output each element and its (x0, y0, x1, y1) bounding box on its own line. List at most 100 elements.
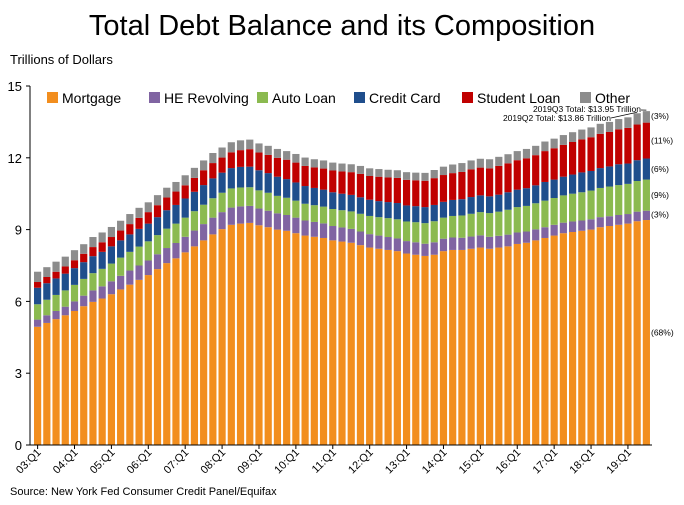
bar-student-loan-10-Q4 (319, 168, 328, 190)
bar-other-10-Q3 (310, 159, 318, 168)
bar-credit-card-11-Q4 (356, 197, 365, 214)
bar-other-18-Q4 (615, 119, 623, 130)
bar-mortgage-03-Q2 (43, 322, 51, 445)
bar-credit-card-06-Q2 (153, 217, 162, 236)
bar-credit-card-17-Q3 (569, 174, 577, 194)
bar-mortgage-16-Q1 (513, 243, 521, 445)
bar-credit-card-13-Q4 (430, 204, 438, 222)
bar-student-loan-05-Q3 (126, 224, 134, 235)
bar-mortgage-15-Q4 (504, 246, 512, 445)
bar-mortgage-18-Q2 (596, 227, 604, 445)
chart-title: Total Debt Balance and its Composition (88, 10, 596, 42)
bar-other-04-Q3 (89, 237, 97, 248)
bar-student-loan-05-Q2 (117, 230, 125, 241)
bar-auto-loan-06-Q2 (153, 235, 162, 255)
bar-credit-card-05-Q3 (126, 234, 134, 252)
bar-mortgage-13-Q1 (402, 253, 411, 445)
bar-student-loan-17-Q2 (559, 144, 567, 177)
bar-student-loan-07-Q1 (181, 185, 189, 199)
bar-credit-card-04-Q2 (80, 262, 88, 279)
bar-credit-card-09-Q3 (273, 176, 282, 196)
x-tick-label: 14:Q1 (420, 447, 450, 477)
bar-he-revolving-09-Q4 (283, 215, 291, 231)
bar-he-revolving-09-Q1 (255, 208, 263, 226)
legend: Mortgage HE Revolving Auto Loan Credit Card… (47, 90, 630, 106)
bar-student-loan-03-Q2 (43, 276, 51, 284)
bar-other-15-Q1 (476, 158, 484, 168)
bar-credit-card-12-Q1 (366, 199, 374, 216)
bar-he-revolving-12-Q1 (366, 234, 374, 248)
bar-other-14-Q4 (467, 160, 475, 170)
bar-he-revolving-03-Q4 (61, 306, 69, 316)
bar-mortgage-04-Q1 (70, 310, 79, 445)
bar-other-05-Q1 (107, 226, 115, 238)
bar-other-07-Q1 (181, 175, 189, 186)
bar-auto-loan-08-Q4 (246, 187, 254, 206)
bar-mortgage-16-Q3 (532, 240, 540, 445)
bar-student-loan-16-Q2 (522, 158, 531, 189)
bar-he-revolving-03-Q1 (34, 319, 42, 327)
bar-credit-card-05-Q2 (117, 240, 125, 258)
bar-credit-card-14-Q2 (449, 199, 457, 216)
bar-other-10-Q4 (319, 160, 328, 169)
bar-auto-loan-14-Q3 (458, 215, 466, 238)
bar-he-revolving-16-Q3 (532, 229, 540, 241)
bar-student-loan-03-Q1 (34, 282, 42, 288)
bar-credit-card-16-Q2 (522, 188, 531, 206)
bar-student-loan-03-Q3 (52, 271, 60, 279)
bar-other-17-Q4 (578, 129, 586, 140)
bar-student-loan-03-Q4 (61, 266, 69, 274)
legend-label-he-revolving: HE Revolving (164, 90, 249, 106)
bar-credit-card-09-Q2 (264, 173, 272, 193)
bar-he-revolving-10-Q4 (319, 223, 328, 238)
bar-other-13-Q4 (430, 170, 438, 179)
bar-other-15-Q4 (504, 154, 512, 164)
bar-other-17-Q3 (569, 132, 577, 142)
bar-he-revolving-03-Q2 (43, 315, 51, 323)
bar-mortgage-13-Q4 (430, 254, 438, 445)
bar-other-12-Q2 (375, 169, 383, 177)
bar-student-loan-19-Q3 (642, 122, 650, 159)
bar-other-07-Q4 (209, 153, 217, 164)
bar-mortgage-14-Q4 (467, 248, 475, 445)
bar-other-19-Q2 (633, 113, 641, 125)
bar-he-revolving-13-Q1 (402, 241, 411, 254)
bar-mortgage-11-Q4 (356, 245, 365, 445)
legend-swatch-other (580, 92, 591, 103)
bar-other-11-Q4 (356, 165, 365, 174)
bar-credit-card-12-Q4 (393, 203, 401, 220)
bar-credit-card-18-Q3 (605, 166, 614, 187)
bar-he-revolving-11-Q2 (338, 227, 346, 242)
bar-credit-card-19-Q3 (642, 158, 650, 180)
bar-he-revolving-05-Q3 (126, 270, 134, 285)
bar-student-loan-18-Q1 (587, 137, 595, 171)
bar-mortgage-06-Q3 (163, 263, 171, 445)
bar-credit-card-17-Q2 (559, 176, 567, 196)
bar-student-loan-15-Q4 (504, 163, 512, 193)
bar-student-loan-14-Q4 (467, 169, 475, 198)
bar-credit-card-19-Q2 (633, 160, 641, 182)
bar-credit-card-07-Q4 (209, 178, 217, 199)
bar-mortgage-09-Q3 (273, 229, 282, 445)
bar-auto-loan-19-Q2 (633, 181, 641, 212)
x-tick-label: 18:Q1 (567, 447, 597, 477)
bar-student-loan-16-Q1 (513, 160, 521, 190)
bar-he-revolving-08-Q2 (227, 207, 235, 225)
bar-he-revolving-14-Q2 (449, 237, 457, 250)
bar-auto-loan-05-Q4 (135, 246, 143, 266)
bar-other-05-Q2 (117, 220, 125, 231)
bar-student-loan-06-Q1 (144, 212, 152, 224)
bar-he-revolving-10-Q2 (301, 220, 309, 236)
bar-student-loan-17-Q3 (569, 142, 577, 175)
bar-mortgage-14-Q3 (458, 249, 466, 445)
bar-mortgage-10-Q2 (301, 235, 309, 445)
bar-student-loan-08-Q4 (246, 149, 254, 167)
bar-he-revolving-13-Q3 (421, 243, 429, 256)
bar-he-revolving-04-Q1 (70, 301, 79, 311)
bar-he-revolving-16-Q4 (541, 227, 549, 238)
bar-he-revolving-11-Q1 (329, 226, 337, 241)
bar-he-revolving-09-Q2 (264, 210, 272, 228)
bar-he-revolving-08-Q4 (246, 205, 254, 223)
bar-student-loan-11-Q4 (356, 173, 365, 198)
bar-credit-card-06-Q1 (144, 223, 152, 242)
